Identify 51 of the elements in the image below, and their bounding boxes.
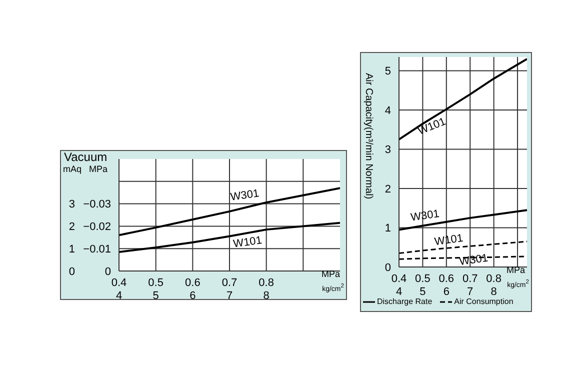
y-tick-label: 0 — [384, 262, 391, 274]
y-tick-label: 1 — [384, 222, 391, 235]
x2-tick-label: 8 — [490, 286, 497, 298]
y2-tick-label: 3 — [68, 198, 75, 211]
x2-tick-label: 4 — [116, 290, 122, 302]
x2-tick-label: 6 — [190, 290, 196, 302]
x2-tick-label: 8 — [263, 290, 270, 302]
x-tick-label: 0.7 — [462, 272, 478, 285]
x2-tick-label: 4 — [396, 286, 402, 298]
x2-tick-label: 7 — [226, 290, 233, 302]
x2-tick-label: 6 — [443, 286, 450, 298]
x-tick-label: 0.8 — [486, 272, 502, 285]
y-tick-label: −0.01 — [83, 244, 111, 256]
x-axis-title: MPa — [321, 269, 340, 279]
text: W101 — [232, 234, 263, 250]
text: W101 — [434, 232, 464, 248]
x-tick-label: 0.8 — [258, 276, 274, 289]
text: Discharge Rate — [377, 297, 432, 306]
chart-title: Vacuum — [64, 150, 108, 164]
x-tick-label: 0.6 — [185, 276, 200, 289]
y-tick-label: 3 — [384, 144, 391, 156]
text: W301 — [230, 188, 260, 204]
text: W301 — [410, 208, 440, 224]
line-series — [119, 187, 340, 236]
line-series — [399, 58, 527, 140]
x-tick-label: 0.4 — [391, 272, 407, 285]
x-tick-label: 0.7 — [222, 276, 238, 289]
y2-axis-title: mAq — [63, 164, 82, 174]
x-tick-label: 0.5 — [415, 272, 430, 285]
y2-tick-label: 0 — [68, 266, 75, 278]
x2-tick-label: 5 — [420, 286, 426, 298]
y-tick-label: −0.02 — [83, 221, 111, 234]
line-series — [399, 209, 527, 231]
y-tick-label: 2 — [384, 183, 391, 196]
line-series — [119, 222, 340, 253]
y-axis-title: Air Capacity(m³/min Normal) — [363, 73, 374, 200]
y-tick-label: 0 — [104, 266, 111, 278]
y-tick-label: 4 — [384, 104, 391, 117]
y-tick-label: −0.03 — [83, 198, 111, 211]
y2-tick-label: 1 — [68, 244, 75, 256]
x2-tick-label: 7 — [467, 286, 474, 298]
text: W101 — [416, 116, 448, 138]
x2-tick-label: 5 — [152, 290, 159, 302]
x-tick-label: 0.4 — [111, 276, 127, 289]
y-tick-label: 5 — [384, 66, 391, 78]
x-axis-title: MPa — [506, 265, 525, 275]
y2-tick-label: 2 — [68, 221, 75, 234]
y-axis-title: MPa — [89, 164, 108, 174]
x-tick-label: 0.6 — [438, 272, 454, 285]
text: Air Consumption — [454, 297, 514, 306]
x-tick-label: 0.5 — [148, 276, 164, 289]
